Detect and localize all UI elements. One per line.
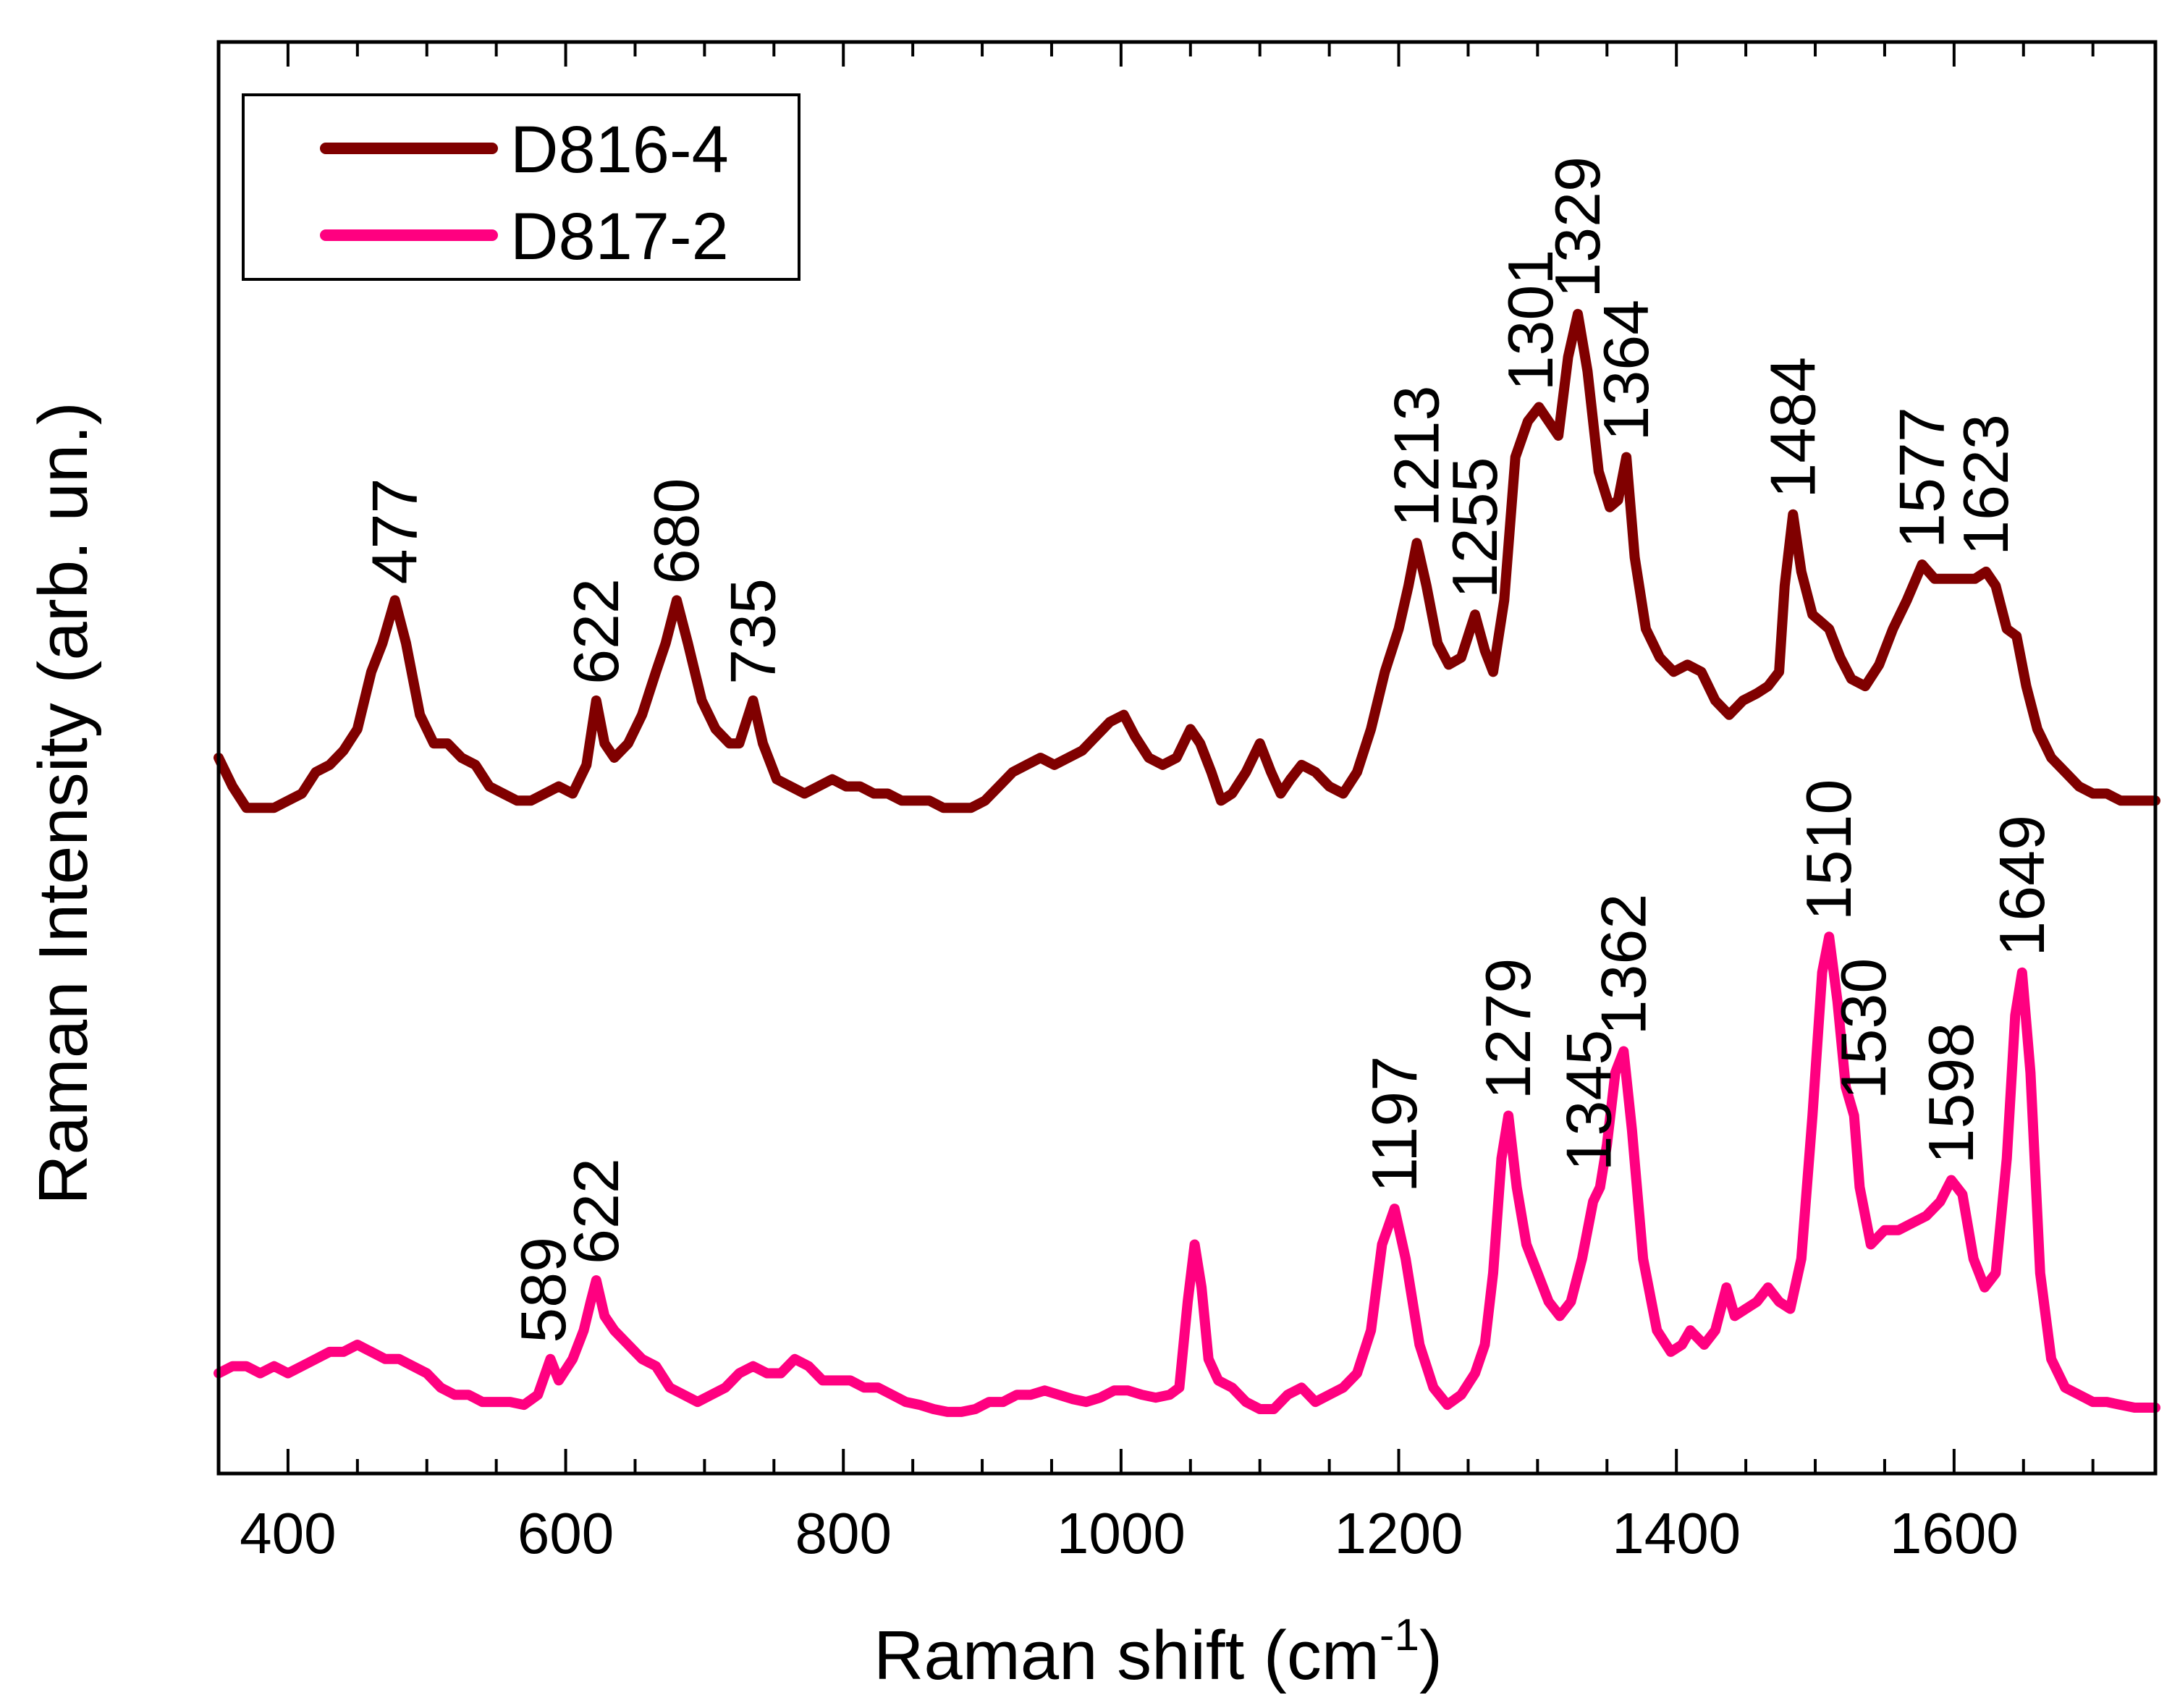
legend-label-d816-4: D816-4 [510,113,729,187]
peak-label-d816-4-477: 477 [359,478,431,585]
peak-label-d817-2-1530: 1530 [1828,958,1899,1100]
peak-label-d817-2-622: 622 [560,1158,632,1264]
peak-label-d816-4-680: 680 [641,478,712,585]
series-line-d816-4 [214,308,2160,813]
peak-label-d817-2-589: 589 [507,1237,579,1343]
y-axis-title: Raman Intensity (arb. un.) [25,402,102,1205]
x-axis-title: Raman shift (cm-1) [874,1610,1442,1694]
peak-label-d816-4-1364: 1364 [1590,300,1662,441]
x-axis-title-superscript: -1 [1380,1610,1419,1660]
legend: D816-4 D817-2 [242,93,800,281]
axes: 400 600 800 1000 1200 1400 1600 [216,40,2158,1565]
x-axis-title-close: ) [1419,1617,1442,1694]
x-tick-label: 1200 [1335,1501,1463,1565]
peak-label-d817-2-1649: 1649 [1986,815,2058,957]
peak-label-d816-4-1301: 1301 [1495,250,1566,392]
peak-label-d816-4-1213: 1213 [1381,386,1453,528]
x-axis-title-main: Raman shift (cm [874,1617,1380,1694]
peak-label-d817-2-1510: 1510 [1793,779,1864,921]
x-tick-label: 600 [517,1501,614,1565]
x-tick-label: 1600 [1890,1501,2019,1565]
peak-label-d817-2-1598: 1598 [1915,1023,1987,1164]
x-tick-label: 800 [795,1501,891,1565]
peak-label-d817-2-1279: 1279 [1472,958,1544,1100]
peak-label-d816-4-735: 735 [717,578,789,685]
peak-label-d816-4-1255: 1255 [1439,457,1511,599]
peak-label-d817-2-1345: 1345 [1552,1030,1624,1172]
peak-label-d816-4-1484: 1484 [1757,357,1828,499]
peak-label-d816-4-1329: 1329 [1542,156,1613,298]
peak-label-d816-4-622: 622 [560,578,632,685]
peak-label-d816-4-1623: 1623 [1950,414,2021,556]
peak-label-d816-4-1577: 1577 [1886,407,1958,549]
legend-box [242,93,800,281]
peak-label-d817-2-1362: 1362 [1587,894,1659,1036]
legend-label-d817-2: D817-2 [510,200,729,274]
peak-label-d817-2-1197: 1197 [1359,1056,1430,1193]
x-tick-label: 1000 [1057,1501,1186,1565]
plot-frame [216,40,2158,1476]
x-tick-label: 400 [240,1501,336,1565]
series-group [214,308,2160,1417]
x-tick-label: 1400 [1612,1501,1741,1565]
series-line-d817-2 [214,931,2160,1417]
